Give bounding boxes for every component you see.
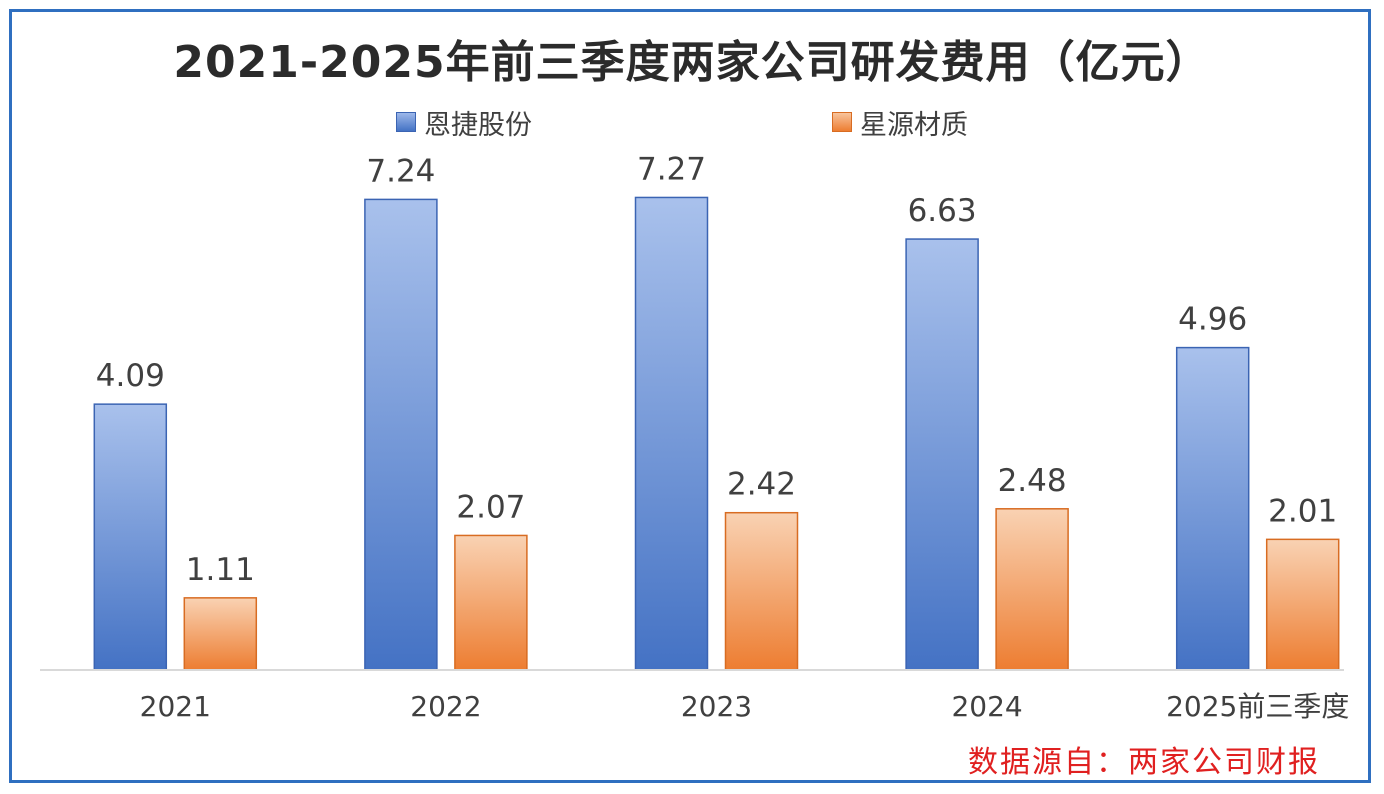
chart-title: 2021-2025年前三季度两家公司研发费用（亿元） — [173, 37, 1211, 88]
legend-swatch-blue — [396, 112, 416, 132]
x-tick-label-2022: 2022 — [410, 690, 481, 723]
legend-swatch-orange — [832, 112, 852, 132]
x-tick-label-2025前三季度: 2025前三季度 — [1166, 690, 1349, 723]
data-label-xingyuan-2023: 2.42 — [727, 467, 796, 503]
data-label-enjie-2023: 7.27 — [637, 151, 706, 187]
data-label-xingyuan-2025前三季度: 2.01 — [1268, 493, 1337, 529]
bar-xingyuan-2022 — [454, 534, 528, 671]
bar-xingyuan-2025前三季度 — [1265, 538, 1340, 671]
x-tick-label-2023: 2023 — [681, 690, 752, 723]
legend-label-xingyuan: 星源材质 — [860, 109, 968, 141]
data-label-enjie-2022: 7.24 — [366, 153, 435, 189]
legend-label-enjie: 恩捷股份 — [424, 109, 532, 141]
data-label-xingyuan-2024: 2.48 — [998, 463, 1067, 499]
x-tick-label-2024: 2024 — [951, 690, 1022, 723]
legend-item-xingyuan: 星源材质 — [832, 104, 968, 141]
bar-xingyuan-2023 — [724, 511, 799, 671]
data-label-xingyuan-2021: 1.11 — [186, 552, 255, 588]
bar-enjie-2023 — [634, 196, 709, 671]
data-label-enjie-2025前三季度: 4.96 — [1178, 302, 1247, 338]
bar-enjie-2024 — [905, 238, 979, 671]
bar-enjie-2022 — [364, 198, 438, 671]
bar-xingyuan-2024 — [995, 508, 1069, 671]
legend-item-enjie: 恩捷股份 — [396, 104, 532, 141]
bar-enjie-2025前三季度 — [1175, 346, 1250, 671]
data-label-enjie-2021: 4.09 — [96, 358, 165, 394]
bar-enjie-2021 — [93, 403, 168, 671]
source-note: 数据源自：两家公司财报 — [968, 745, 1320, 780]
data-label-enjie-2024: 6.63 — [908, 193, 977, 229]
bar-xingyuan-2021 — [183, 597, 258, 671]
x-tick-label-2021: 2021 — [140, 690, 211, 723]
data-label-xingyuan-2022: 2.07 — [456, 489, 525, 525]
